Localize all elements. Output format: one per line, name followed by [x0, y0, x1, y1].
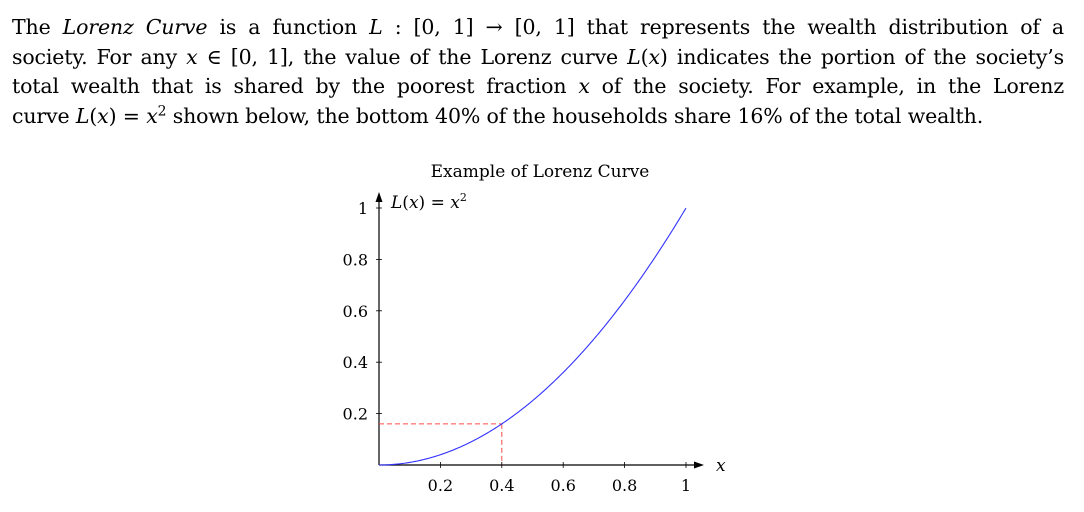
x-ticks: 0.2 0.4 0.6 0.8 1 [428, 462, 691, 495]
highlight-guides [379, 423, 503, 465]
y-tick-label: 0.8 [343, 250, 368, 269]
x-tick-label: 0.2 [428, 476, 453, 495]
text-run: of the society. For example, in the Lore… [589, 74, 1065, 98]
math-italic-text: x [648, 44, 660, 69]
paragraph-line: The Lorenz Curve is a function L : [0, 1… [12, 13, 1064, 43]
paragraph-line: total wealth that is shared by the poore… [12, 72, 1064, 102]
math-italic-text: x [186, 44, 198, 69]
text-run: : [0, 1] → [0, 1] that represents the we… [382, 15, 1064, 39]
curve-label: L(x) = x2 [390, 191, 467, 213]
y-tick-label: 0.4 [343, 353, 368, 372]
text-run: ∈ [0, 1], the value of the Lorenz curve [197, 44, 628, 69]
math-italic-text: L [75, 103, 90, 128]
text-run: society. For any [12, 44, 187, 69]
x-tick-label: 0.8 [612, 476, 637, 495]
math-italic-text: x [146, 103, 158, 128]
paragraph-line: society. For any x ∈ [0, 1], the value o… [12, 43, 1064, 73]
text-run: curve [12, 103, 76, 128]
y-ticks: 0.2 0.4 0.6 0.8 1 [343, 199, 382, 424]
y-tick-label: 0.2 [343, 405, 368, 424]
math-italic-text: Lorenz Curve [62, 15, 208, 39]
text-run: ) indicates the portion of the society’s [659, 44, 1064, 69]
x-axis-label: x [716, 456, 726, 476]
intro-paragraph: The Lorenz Curve is a function L : [0, 1… [12, 13, 1064, 131]
series-curve [378, 207, 687, 466]
y-tick-label: 1 [358, 199, 368, 218]
y-axis-arrow-icon [375, 192, 383, 202]
text-run: ) = [108, 103, 147, 128]
text-run: ( [640, 44, 649, 69]
text-run: ( [89, 103, 98, 128]
superscript: 2 [157, 102, 167, 119]
paragraph-line: curve L(x) = x2 shown below, the bottom … [12, 102, 1064, 132]
math-italic-text: L [369, 15, 383, 39]
y-tick-label: 0.6 [343, 302, 368, 321]
text-run: The [12, 15, 63, 39]
text-run: shown below, the bottom 40% of the house… [166, 103, 984, 128]
math-italic-text: L [627, 44, 641, 69]
chart-axes [375, 192, 704, 469]
lorenz-curve-chart: Example of Lorenz Curve 0.2 0.4 0.6 0.8 1 0.… [343, 162, 726, 495]
math-italic-text: x [578, 74, 590, 98]
x-tick-label: 0.6 [550, 476, 575, 495]
text-run: is a function [207, 15, 370, 39]
math-italic-text: x [97, 103, 109, 128]
x-axis-arrow-icon [694, 461, 704, 469]
x-tick-label: 0.4 [489, 476, 514, 495]
x-tick-label: 1 [681, 476, 691, 495]
text-run: total wealth that is shared by the poore… [12, 74, 579, 98]
chart-title: Example of Lorenz Curve [431, 162, 650, 182]
